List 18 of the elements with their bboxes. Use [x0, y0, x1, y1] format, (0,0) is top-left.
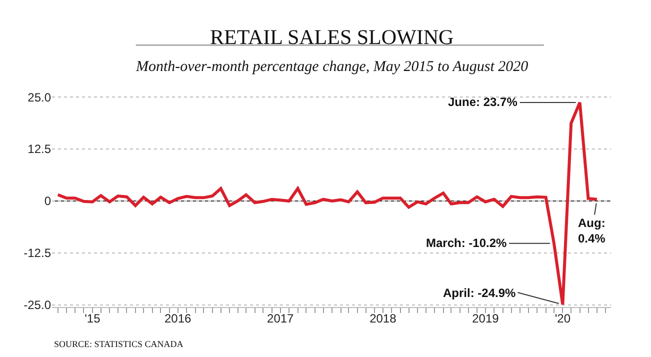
annotation: March: -10.2% — [426, 236, 508, 250]
x-tick-label: 2018 — [370, 311, 397, 326]
chart-title: RETAIL SALES SLOWING — [210, 25, 454, 49]
annotation: April: -24.9% — [443, 286, 516, 300]
annotation: Aug: 0.4% — [578, 216, 606, 246]
chart-subtitle: Month-over-month percentage change, May 2015 to August 2020 — [135, 59, 529, 75]
y-tick-label: 25.0 — [28, 90, 52, 104]
y-tick-label: 0 — [44, 194, 52, 208]
y-tick-label: 12.5 — [28, 142, 52, 156]
source-note: SOURCE: STATISTICS CANADA — [54, 339, 184, 349]
x-tick-label: 2017 — [267, 311, 294, 326]
x-tick-label: '15 — [84, 311, 101, 326]
annotation: June: 23.7% — [448, 95, 518, 109]
y-tick-label: -25.0 — [24, 298, 52, 312]
x-tick-label: '20 — [554, 311, 571, 326]
x-tick-label: 2019 — [472, 311, 500, 326]
x-tick-label: 2016 — [164, 311, 192, 326]
y-tick-label: -12.5 — [24, 246, 52, 260]
